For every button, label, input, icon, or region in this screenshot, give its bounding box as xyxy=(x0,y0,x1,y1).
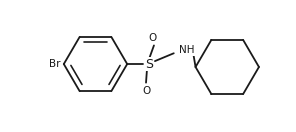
Text: S: S xyxy=(145,58,153,70)
Text: O: O xyxy=(149,33,157,43)
Text: NH: NH xyxy=(179,45,194,55)
Text: Br: Br xyxy=(49,59,61,69)
Text: O: O xyxy=(142,86,150,96)
